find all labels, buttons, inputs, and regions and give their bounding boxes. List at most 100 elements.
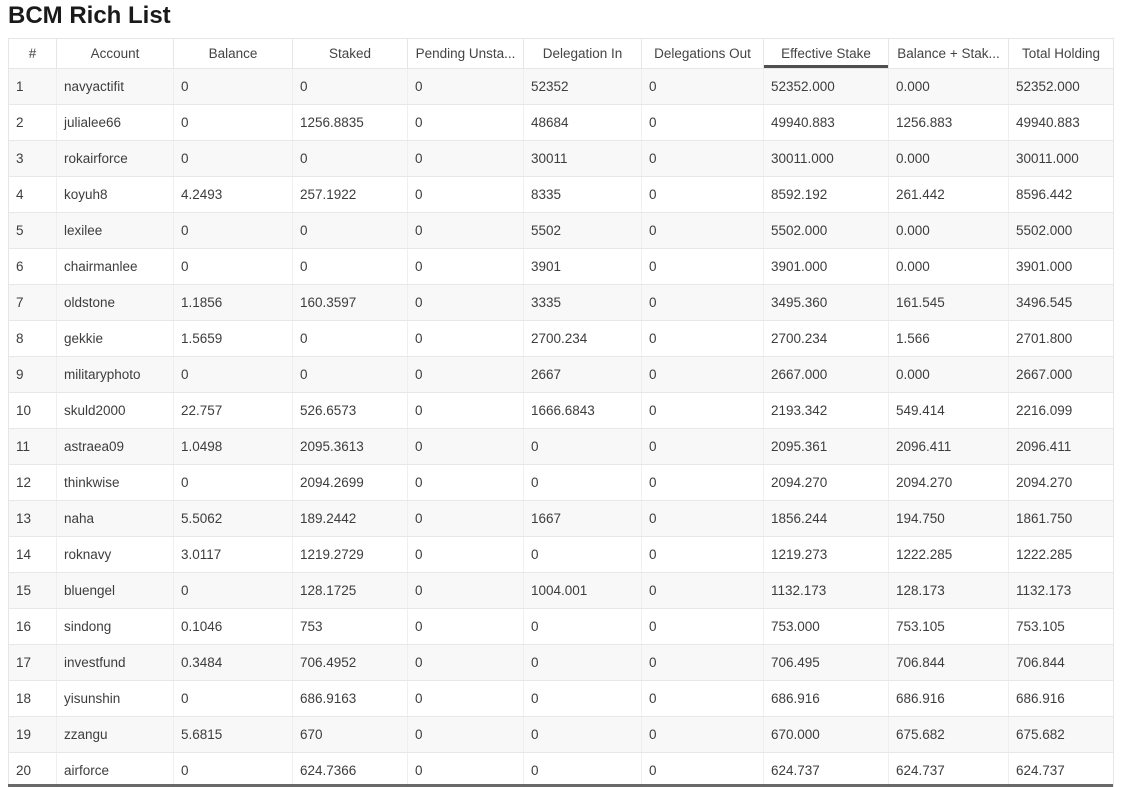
cell-pending_unstaked: 0 bbox=[407, 608, 524, 645]
cell-delegation_in: 5502 bbox=[523, 212, 642, 249]
cell-delegation_in: 52352 bbox=[523, 68, 642, 105]
cell-effective_stake: 8592.192 bbox=[763, 176, 889, 213]
cell-staked: 0 bbox=[292, 212, 408, 249]
cell-rank: 1 bbox=[8, 68, 57, 105]
horizontal-scrollbar[interactable] bbox=[8, 784, 1113, 787]
column-header-balance_plus_staked[interactable]: Balance + Stak... bbox=[888, 38, 1009, 69]
cell-effective_stake: 670.000 bbox=[763, 716, 889, 753]
cell-staked: 624.7366 bbox=[292, 752, 408, 787]
cell-balance_plus_staked: 2096.411 bbox=[888, 428, 1009, 465]
cell-balance_plus_staked: 1256.883 bbox=[888, 104, 1009, 141]
cell-rank: 4 bbox=[8, 176, 57, 213]
cell-delegations_out: 0 bbox=[641, 464, 764, 501]
cell-account: airforce bbox=[56, 752, 174, 787]
cell-delegation_in: 30011 bbox=[523, 140, 642, 177]
cell-rank: 20 bbox=[8, 752, 57, 787]
cell-effective_stake: 706.495 bbox=[763, 644, 889, 681]
table-row: 4 koyuh8 4.2493 257.1922 0 8335 0 8592.192 261.4… bbox=[8, 176, 1114, 213]
cell-total_holding: 2096.411 bbox=[1008, 428, 1114, 465]
table-row: 11 astraea09 1.0498 2095.3613 0 0 0 2095.361 209… bbox=[8, 428, 1114, 465]
cell-balance_plus_staked: 0.000 bbox=[888, 356, 1009, 393]
cell-pending_unstaked: 0 bbox=[407, 284, 524, 321]
cell-effective_stake: 2667.000 bbox=[763, 356, 889, 393]
cell-staked: 160.3597 bbox=[292, 284, 408, 321]
cell-pending_unstaked: 0 bbox=[407, 248, 524, 285]
cell-account: roknavy bbox=[56, 536, 174, 573]
cell-delegation_in: 3901 bbox=[523, 248, 642, 285]
table-row: 20 airforce 0 624.7366 0 0 0 624.737 624.737 624.… bbox=[8, 752, 1114, 787]
cell-staked: 0 bbox=[292, 68, 408, 105]
cell-account: lexilee bbox=[56, 212, 174, 249]
cell-balance_plus_staked: 261.442 bbox=[888, 176, 1009, 213]
cell-effective_stake: 624.737 bbox=[763, 752, 889, 787]
cell-delegation_in: 0 bbox=[523, 752, 642, 787]
cell-staked: 706.4952 bbox=[292, 644, 408, 681]
cell-delegations_out: 0 bbox=[641, 428, 764, 465]
cell-delegations_out: 0 bbox=[641, 104, 764, 141]
cell-rank: 2 bbox=[8, 104, 57, 141]
cell-balance: 0 bbox=[173, 140, 293, 177]
cell-rank: 15 bbox=[8, 572, 57, 609]
column-header-delegations_out[interactable]: Delegations Out bbox=[641, 38, 764, 69]
column-header-delegation_in[interactable]: Delegation In bbox=[523, 38, 642, 69]
cell-total_holding: 624.737 bbox=[1008, 752, 1114, 787]
cell-effective_stake: 2700.234 bbox=[763, 320, 889, 357]
column-header-effective_stake[interactable]: Effective Stake bbox=[763, 38, 889, 69]
cell-rank: 3 bbox=[8, 140, 57, 177]
cell-delegations_out: 0 bbox=[641, 608, 764, 645]
cell-pending_unstaked: 0 bbox=[407, 716, 524, 753]
cell-rank: 14 bbox=[8, 536, 57, 573]
cell-balance: 0 bbox=[173, 752, 293, 787]
cell-balance: 22.757 bbox=[173, 392, 293, 429]
cell-balance: 0 bbox=[173, 212, 293, 249]
cell-total_holding: 2667.000 bbox=[1008, 356, 1114, 393]
cell-pending_unstaked: 0 bbox=[407, 320, 524, 357]
cell-account: sindong bbox=[56, 608, 174, 645]
cell-delegation_in: 2700.234 bbox=[523, 320, 642, 357]
cell-delegations_out: 0 bbox=[641, 140, 764, 177]
cell-total_holding: 8596.442 bbox=[1008, 176, 1114, 213]
table-row: 12 thinkwise 0 2094.2699 0 0 0 2094.270 2094.270… bbox=[8, 464, 1114, 501]
cell-pending_unstaked: 0 bbox=[407, 500, 524, 537]
cell-account: thinkwise bbox=[56, 464, 174, 501]
cell-delegation_in: 0 bbox=[523, 428, 642, 465]
cell-account: oldstone bbox=[56, 284, 174, 321]
cell-balance_plus_staked: 675.682 bbox=[888, 716, 1009, 753]
column-header-rank[interactable]: # bbox=[8, 38, 57, 69]
cell-effective_stake: 1132.173 bbox=[763, 572, 889, 609]
cell-account: gekkie bbox=[56, 320, 174, 357]
table-row: 18 yisunshin 0 686.9163 0 0 0 686.916 686.916 686… bbox=[8, 680, 1114, 717]
cell-rank: 18 bbox=[8, 680, 57, 717]
column-header-pending_unstaked[interactable]: Pending Unsta... bbox=[407, 38, 524, 69]
cell-effective_stake: 1856.244 bbox=[763, 500, 889, 537]
cell-pending_unstaked: 0 bbox=[407, 644, 524, 681]
cell-pending_unstaked: 0 bbox=[407, 752, 524, 787]
cell-staked: 0 bbox=[292, 248, 408, 285]
column-header-total_holding[interactable]: Total Holding bbox=[1008, 38, 1114, 69]
cell-rank: 10 bbox=[8, 392, 57, 429]
cell-pending_unstaked: 0 bbox=[407, 572, 524, 609]
cell-delegation_in: 1667 bbox=[523, 500, 642, 537]
cell-delegations_out: 0 bbox=[641, 356, 764, 393]
cell-pending_unstaked: 0 bbox=[407, 356, 524, 393]
cell-delegation_in: 0 bbox=[523, 716, 642, 753]
column-header-balance[interactable]: Balance bbox=[173, 38, 293, 69]
cell-rank: 5 bbox=[8, 212, 57, 249]
table-row: 17 investfund 0.3484 706.4952 0 0 0 706.495 706.… bbox=[8, 644, 1114, 681]
cell-balance_plus_staked: 753.105 bbox=[888, 608, 1009, 645]
cell-total_holding: 3496.545 bbox=[1008, 284, 1114, 321]
cell-delegation_in: 3335 bbox=[523, 284, 642, 321]
cell-staked: 670 bbox=[292, 716, 408, 753]
cell-account: naha bbox=[56, 500, 174, 537]
cell-account: astraea09 bbox=[56, 428, 174, 465]
cell-staked: 686.9163 bbox=[292, 680, 408, 717]
table-row: 10 skuld2000 22.757 526.6573 0 1666.6843 0 2193… bbox=[8, 392, 1114, 429]
cell-account: zzangu bbox=[56, 716, 174, 753]
cell-account: chairmanlee bbox=[56, 248, 174, 285]
cell-balance: 0.1046 bbox=[173, 608, 293, 645]
cell-balance: 0.3484 bbox=[173, 644, 293, 681]
column-header-staked[interactable]: Staked bbox=[292, 38, 408, 69]
cell-account: yisunshin bbox=[56, 680, 174, 717]
column-header-account[interactable]: Account bbox=[56, 38, 174, 69]
cell-balance_plus_staked: 624.737 bbox=[888, 752, 1009, 787]
